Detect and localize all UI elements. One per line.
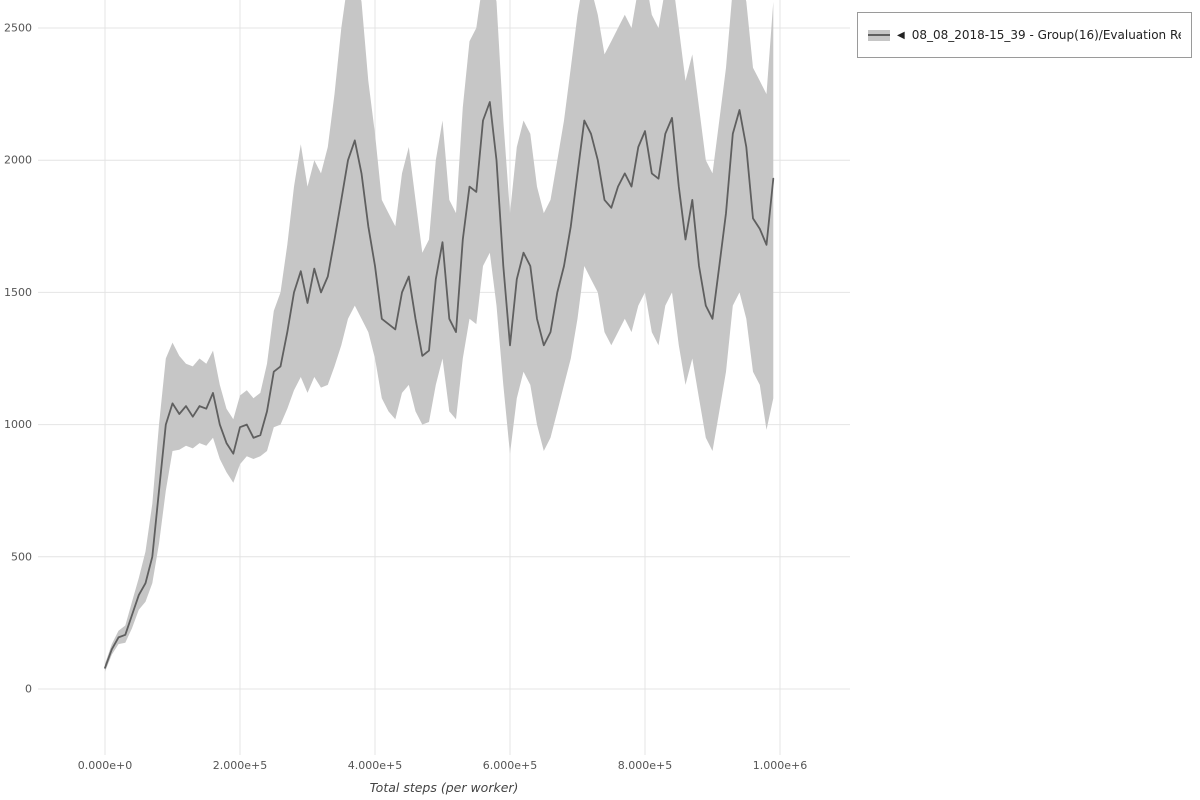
x-tick-label: 2.000e+5 — [213, 759, 267, 772]
mean-line — [104, 101, 775, 669]
confidence-band — [105, 0, 774, 672]
legend-collapse-icon[interactable]: ◀ — [897, 29, 905, 41]
y-tick-label: 1000 — [4, 418, 32, 431]
series-line-swatch-icon — [868, 33, 890, 37]
y-tick-label: 1500 — [4, 286, 32, 299]
x-tick-label: 4.000e+5 — [348, 759, 402, 772]
x-axis-label: Total steps (per worker) — [369, 780, 519, 795]
x-tick-label: 6.000e+5 — [483, 759, 537, 772]
series-band-swatch-icon — [868, 29, 890, 41]
x-tick-label: 0.000e+0 — [78, 759, 132, 772]
y-tick-label: 2500 — [4, 22, 32, 35]
legend-series-label: 08_08_2018-15_39 - Group(16)/Evaluation … — [911, 28, 1181, 42]
y-tick-label: 2000 — [4, 154, 32, 167]
y-tick-label: 0 — [25, 683, 32, 696]
legend-item[interactable]: ◀ 08_08_2018-15_39 - Group(16)/Evaluatio… — [857, 12, 1192, 58]
y-tick-label: 500 — [11, 550, 32, 563]
x-tick-label: 1.000e+6 — [753, 759, 807, 772]
x-tick-label: 8.000e+5 — [618, 759, 672, 772]
